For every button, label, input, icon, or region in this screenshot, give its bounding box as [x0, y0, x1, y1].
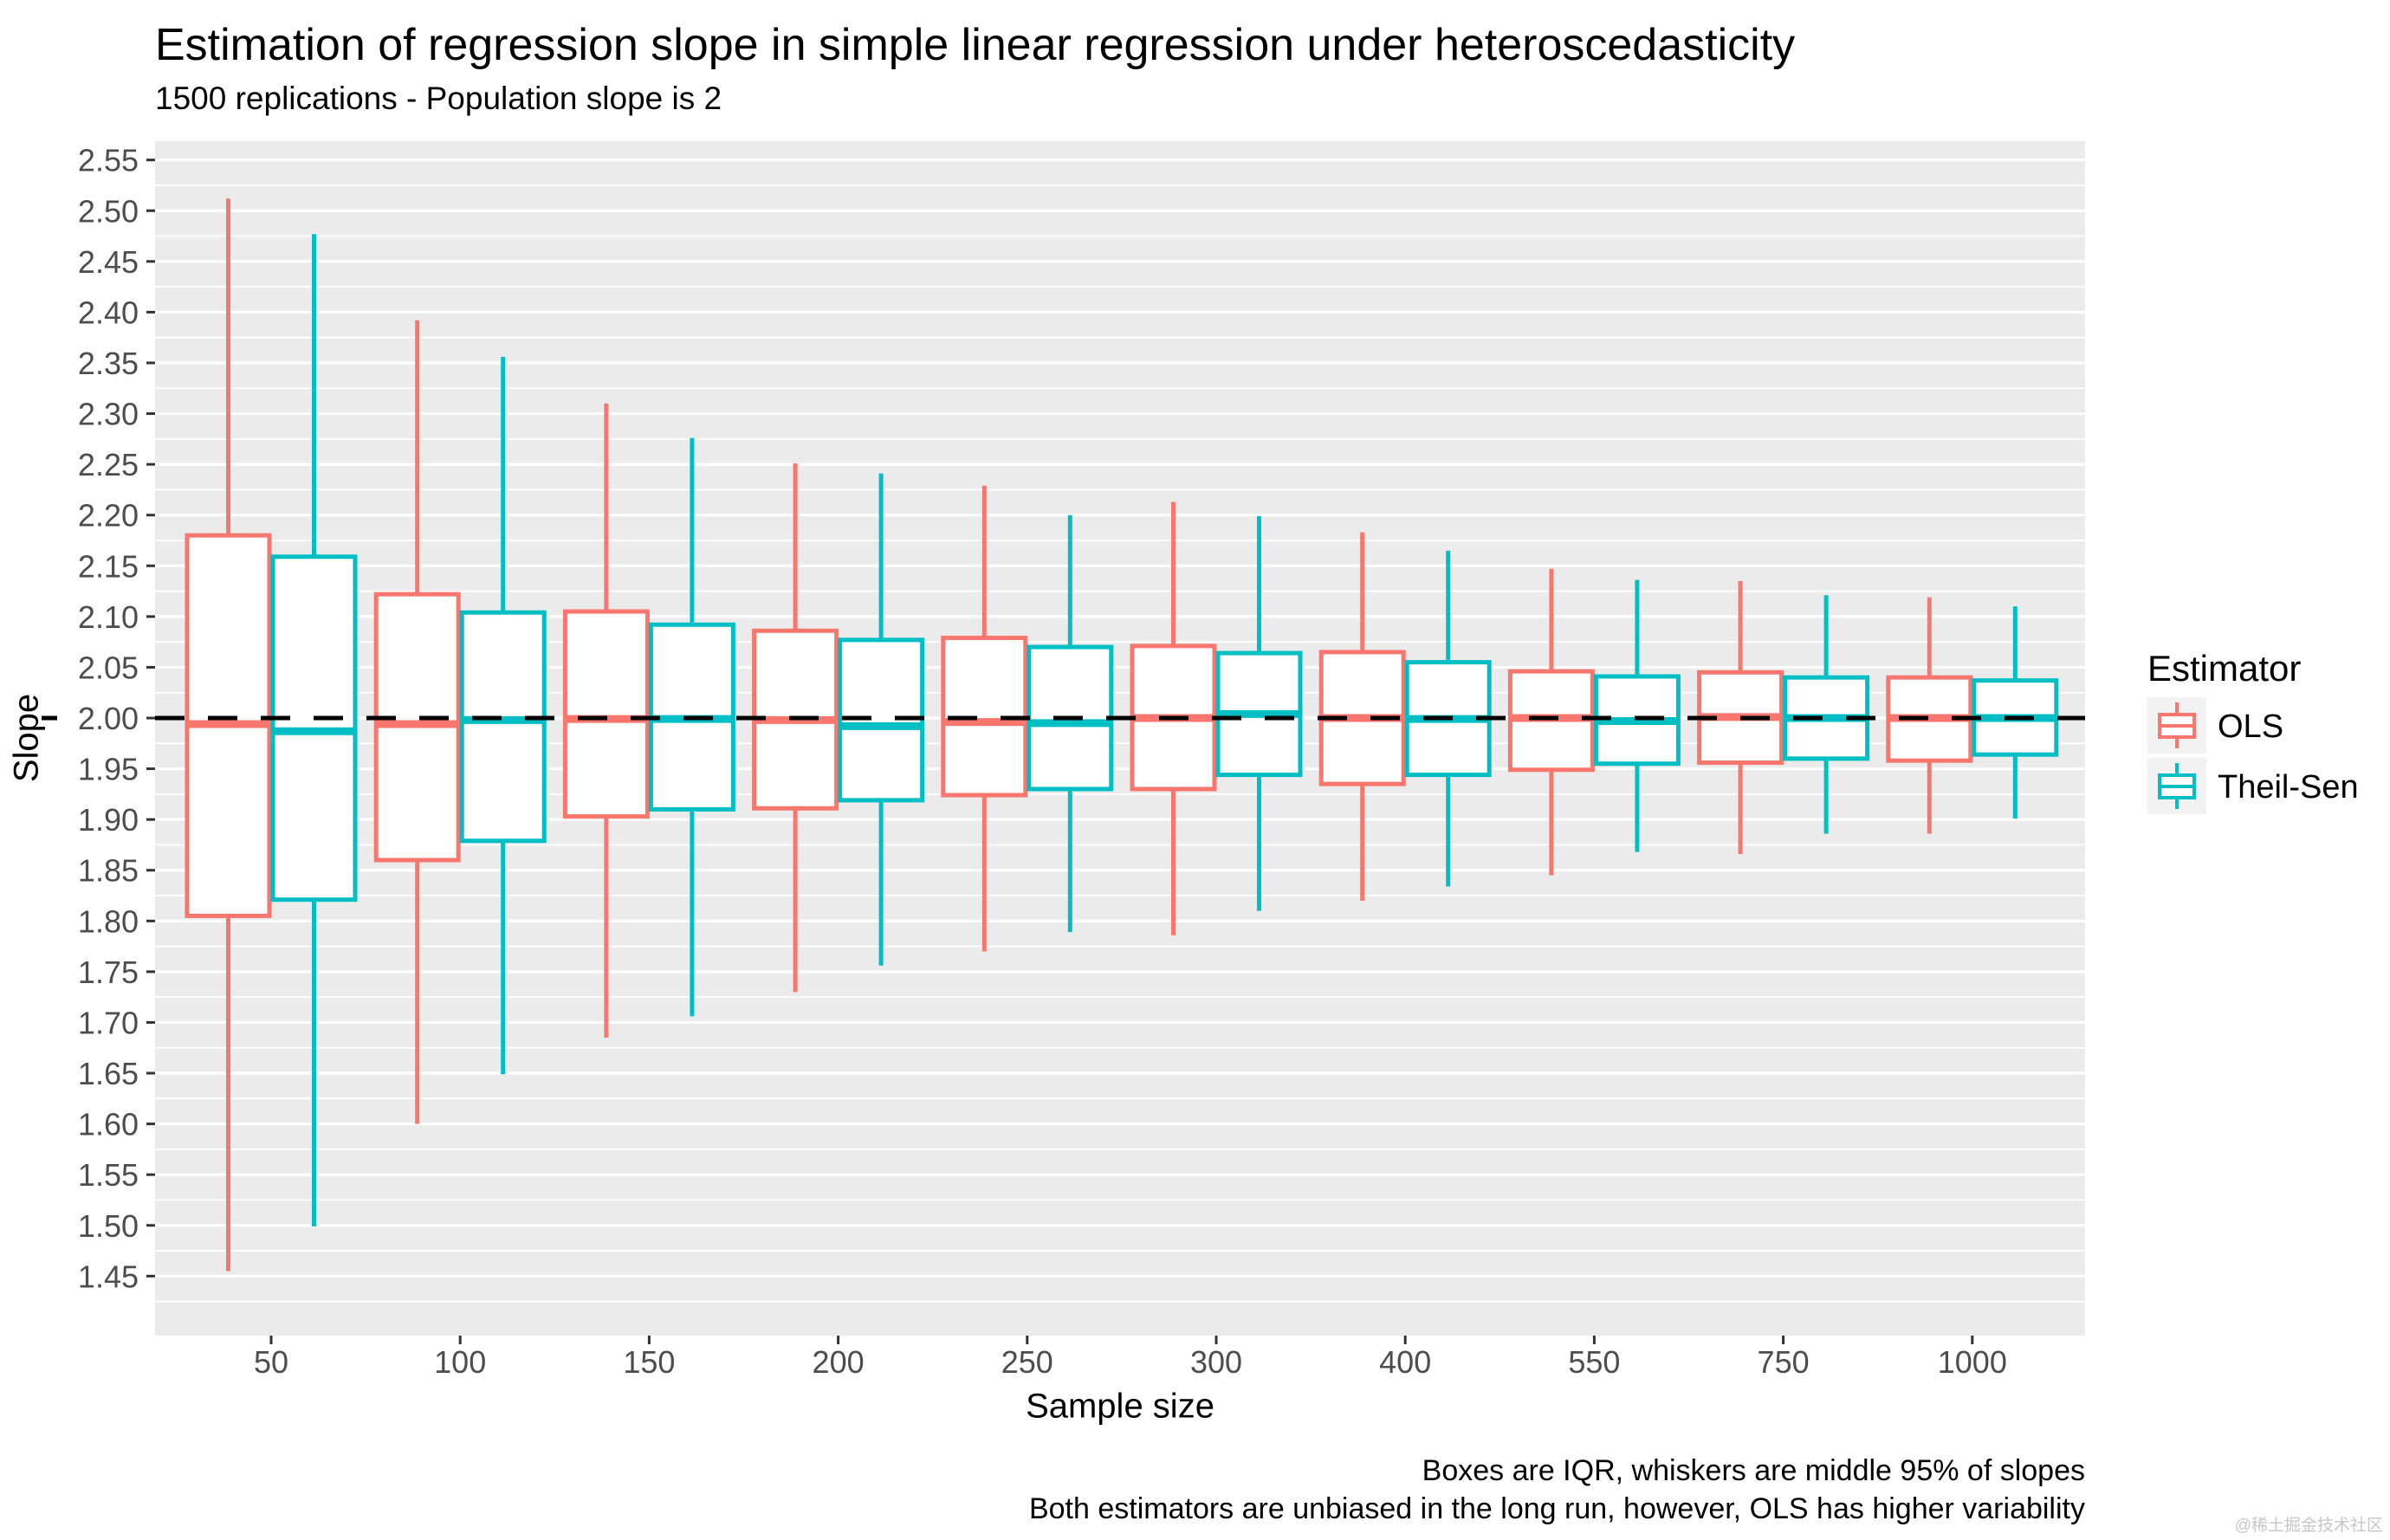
- x-tick-label: 50: [254, 1344, 288, 1380]
- x-axis-title: Sample size: [1026, 1387, 1214, 1426]
- y-tick-label: 2.25: [78, 447, 139, 482]
- y-tick-label: 1.65: [78, 1056, 139, 1091]
- x-tick-label: 200: [813, 1344, 865, 1380]
- boxplot-OLS-550: [1507, 568, 1595, 876]
- y-tick-label: 1.70: [78, 1005, 139, 1040]
- y-tick-label: 1.95: [78, 752, 139, 787]
- y-tick-label: 2.45: [78, 244, 139, 280]
- chart-subtitle: 1500 replications - Population slope is …: [155, 81, 722, 116]
- y-tick-label: 1.90: [78, 802, 139, 838]
- x-tick-label: 100: [434, 1344, 486, 1380]
- y-axis-title: Slope: [7, 693, 46, 783]
- legend-key-theil-sen: [2147, 758, 2206, 814]
- boxplot-glyph-icon: [2158, 702, 2196, 748]
- y-tick-label: 2.00: [78, 701, 139, 736]
- x-tick-label: 1000: [1938, 1344, 2007, 1380]
- boxplot-OLS-50: [185, 198, 272, 1271]
- chart-caption: Boxes are IQR, whiskers are middle 95% o…: [1029, 1452, 2085, 1528]
- boxplot-Theil-Sen-250: [1027, 514, 1114, 933]
- y-tick-label: 1.75: [78, 954, 139, 990]
- boxplot-glyph-icon: [2158, 763, 2196, 809]
- y-tick-label: 2.20: [78, 498, 139, 534]
- x-tick-label: 300: [1190, 1344, 1242, 1380]
- legend-label-ols: OLS: [2218, 709, 2284, 745]
- y-tick-label: 1.55: [78, 1157, 139, 1193]
- y-tick-label: 2.10: [78, 599, 139, 635]
- x-tick-label: 750: [1758, 1344, 1810, 1380]
- boxplot-Theil-Sen-300: [1215, 515, 1303, 911]
- y-tick-label: 2.05: [78, 650, 139, 685]
- y-tick-label: 2.55: [78, 143, 139, 178]
- x-tick-label: 250: [1001, 1344, 1053, 1380]
- legend-label-theil-sen: Theil-Sen: [2218, 769, 2359, 806]
- boxplot-Theil-Sen-100: [459, 356, 547, 1075]
- watermark: @稀土掘金技术社区: [2234, 1517, 2383, 1535]
- y-tick-label: 2.50: [78, 193, 139, 229]
- y-tick-label: 1.45: [78, 1259, 139, 1294]
- x-tick-label: 150: [623, 1344, 675, 1380]
- y-tick-label: 2.35: [78, 346, 139, 381]
- y-tick-label: 1.80: [78, 903, 139, 939]
- boxplot-Theil-Sen-50: [270, 234, 358, 1226]
- legend-key-ols: [2147, 697, 2206, 754]
- x-tick-label: 400: [1379, 1344, 1431, 1380]
- y-tick-label: 2.15: [78, 548, 139, 584]
- y-tick-label: 1.85: [78, 853, 139, 889]
- boxplot-OLS-100: [373, 320, 461, 1124]
- caption-line-2: Both estimators are unbiased in the long…: [1028, 1492, 2085, 1525]
- caption-line-1: Boxes are IQR, whiskers are middle 95% o…: [1422, 1454, 2085, 1487]
- legend-title: Estimator: [2147, 648, 2302, 689]
- x-tick-label: 550: [1568, 1344, 1620, 1380]
- y-tick-label: 1.50: [78, 1208, 139, 1244]
- y-tick-label: 2.30: [78, 397, 139, 432]
- y-tick-label: 1.60: [78, 1107, 139, 1142]
- y-tick-label: 2.40: [78, 294, 139, 330]
- chart-title: Estimation of regression slope in simple…: [155, 20, 1796, 70]
